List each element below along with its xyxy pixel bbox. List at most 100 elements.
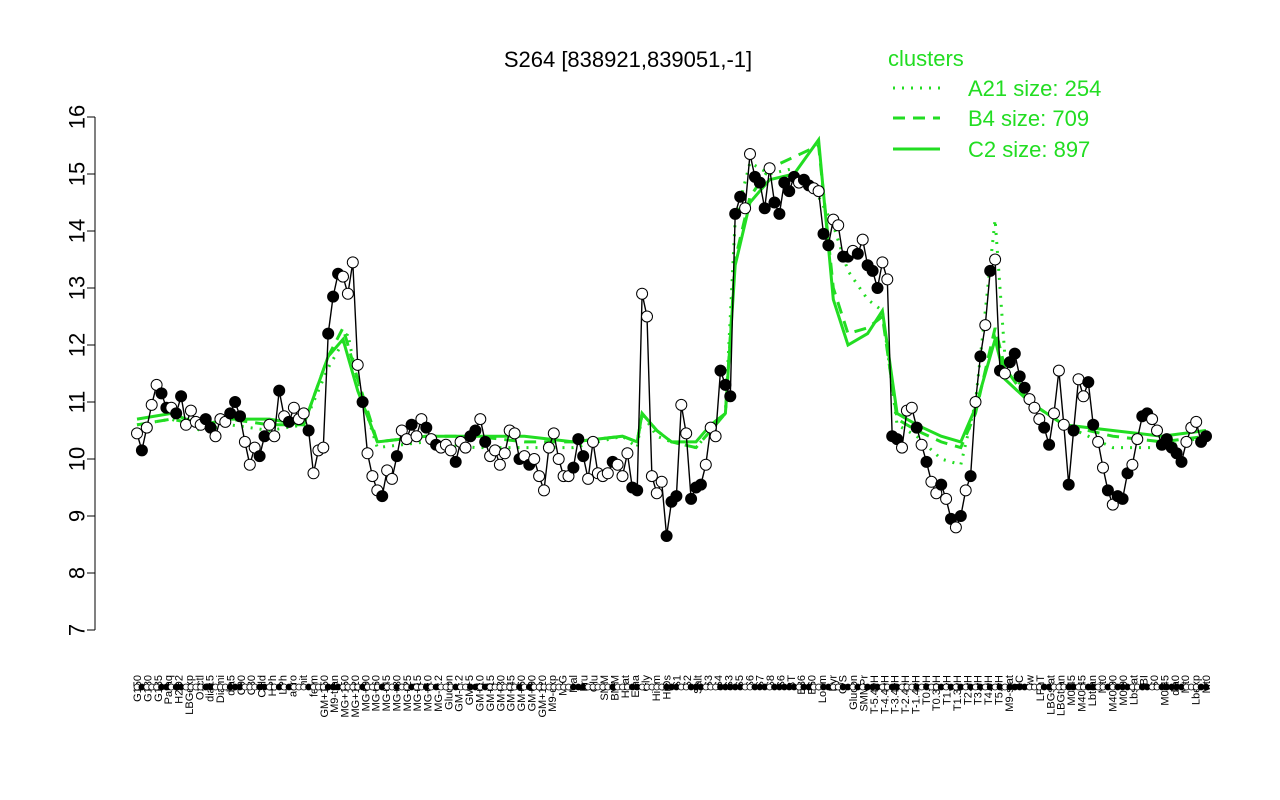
data-point xyxy=(297,407,310,420)
x-tick-label: M9-stat xyxy=(1004,675,1016,712)
data-point xyxy=(420,421,433,434)
data-point xyxy=(998,367,1011,380)
data-point xyxy=(935,478,948,491)
legend-title: clusters xyxy=(888,46,964,71)
data-point xyxy=(734,190,747,203)
data-point xyxy=(1018,381,1031,394)
data-point xyxy=(1028,401,1041,414)
legend-label: C2 size: 897 xyxy=(968,137,1090,162)
data-point xyxy=(1082,376,1095,389)
data-point xyxy=(645,470,658,483)
legend-label: B4 size: 709 xyxy=(968,106,1089,131)
data-point xyxy=(533,470,546,483)
data-point xyxy=(449,455,462,468)
cluster-line-c2 xyxy=(136,135,1207,444)
data-point xyxy=(469,424,482,437)
data-point xyxy=(1180,435,1193,448)
data-point xyxy=(145,398,158,411)
data-point xyxy=(744,148,756,160)
data-point xyxy=(229,396,242,408)
data-point xyxy=(243,458,256,471)
data-point xyxy=(542,441,555,454)
data-point xyxy=(273,384,286,397)
data-point xyxy=(964,470,977,483)
data-point xyxy=(680,427,693,440)
data-point xyxy=(410,430,423,443)
data-point xyxy=(949,521,962,534)
data-point xyxy=(905,401,918,414)
data-point xyxy=(337,270,349,283)
data-point xyxy=(538,484,550,497)
data-point xyxy=(739,202,752,215)
data-point xyxy=(650,487,663,500)
data-point xyxy=(709,430,722,443)
data-point xyxy=(376,490,389,503)
data-point xyxy=(1092,435,1105,448)
data-point xyxy=(587,435,599,448)
y-tick-label: 16 xyxy=(65,105,90,129)
data-point xyxy=(1116,492,1129,505)
data-point xyxy=(1043,438,1056,451)
data-point xyxy=(729,207,742,220)
x-tick-label: Lbtran xyxy=(1087,675,1099,706)
data-point xyxy=(601,467,614,480)
data-point xyxy=(1048,407,1060,420)
data-point xyxy=(263,418,276,431)
data-point xyxy=(234,410,246,423)
data-point xyxy=(1077,390,1090,403)
data-point xyxy=(489,444,501,457)
data-point xyxy=(969,396,982,408)
data-point xyxy=(984,264,997,277)
data-point xyxy=(832,219,845,232)
data-point xyxy=(1013,370,1026,383)
data-point xyxy=(641,310,653,323)
data-point xyxy=(547,427,560,440)
data-point xyxy=(1190,415,1203,428)
data-point xyxy=(675,398,688,411)
data-point xyxy=(1052,364,1065,377)
y-tick-label: 11 xyxy=(65,391,90,414)
data-point xyxy=(989,253,1002,266)
data-point xyxy=(268,430,281,443)
chart-title: S264 [838921,839051,-1] xyxy=(504,47,752,72)
data-point xyxy=(1175,455,1188,468)
x-tick-label: M0t45 xyxy=(1159,675,1171,706)
data-point xyxy=(577,450,590,463)
data-point xyxy=(724,390,737,403)
data-point xyxy=(366,470,379,483)
data-point xyxy=(1008,347,1021,360)
data-point xyxy=(910,421,923,434)
data-point xyxy=(327,290,340,303)
data-point xyxy=(685,492,698,505)
data-point xyxy=(621,447,634,460)
data-point xyxy=(317,441,330,454)
data-point xyxy=(636,287,649,300)
main-series-line xyxy=(136,153,1207,537)
data-point xyxy=(974,350,987,363)
data-point xyxy=(866,264,879,277)
data-point xyxy=(175,390,188,403)
data-point xyxy=(361,447,374,460)
data-point xyxy=(582,472,595,485)
x-tick-label: M0t45 xyxy=(1066,675,1078,706)
data-point xyxy=(670,490,683,503)
data-point xyxy=(876,256,889,269)
data-point xyxy=(817,227,830,240)
y-tick-label: 12 xyxy=(65,333,90,357)
legend-entries: A21 size: 254 B4 size: 709 C2 size: 897 xyxy=(893,76,1101,162)
data-point xyxy=(1097,461,1109,474)
data-point xyxy=(694,478,707,491)
data-point xyxy=(508,427,521,440)
data-point xyxy=(940,492,953,505)
y-tick-label: 15 xyxy=(65,162,90,186)
data-point xyxy=(1057,418,1070,431)
data-point xyxy=(1038,421,1051,434)
data-point xyxy=(812,185,825,198)
data-point xyxy=(528,453,541,465)
data-point xyxy=(616,470,629,483)
y-tick-label: 10 xyxy=(65,447,90,471)
data-point xyxy=(351,358,364,371)
data-point xyxy=(1067,424,1080,437)
data-point xyxy=(135,444,148,457)
data-point xyxy=(773,207,786,220)
